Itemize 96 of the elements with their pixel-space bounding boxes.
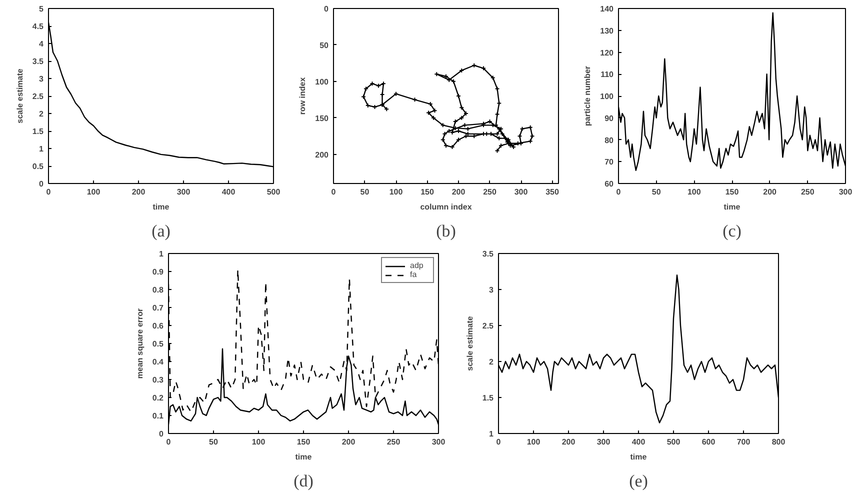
- text: (c): [722, 222, 742, 240]
- x-axis-title: time: [630, 452, 648, 462]
- y-tick-label: 3: [489, 286, 494, 294]
- x-tick-label: 300: [596, 438, 611, 446]
- y-axis-title: mean square error: [135, 308, 144, 379]
- y-tick-label: 0.2: [152, 394, 164, 402]
- y-tick-label: 200: [315, 150, 330, 160]
- x-tick-label: 100: [252, 438, 266, 446]
- y-tick-label: 0.4: [152, 358, 164, 366]
- y-tick-label: 1.5: [482, 394, 494, 402]
- x-tick-label: 150: [420, 188, 434, 196]
- y-tick-label: 140: [600, 4, 614, 14]
- y-tick-label: 1: [489, 430, 494, 438]
- y-tick-label: 0: [324, 4, 330, 14]
- x-tick-label: 0: [46, 188, 52, 196]
- y-tick-label: 100: [315, 77, 330, 86]
- x-tick-label: 0: [616, 188, 622, 196]
- x-tick-label: 100: [389, 188, 404, 196]
- y-tick-label: 4: [39, 40, 44, 48]
- x-tick-label: 50: [209, 438, 218, 446]
- y-tick-label: 150: [315, 114, 330, 123]
- x-tick-label: 200: [452, 188, 466, 196]
- y-tick-label: 3.5: [482, 250, 494, 258]
- x-axis-title: time: [724, 202, 741, 212]
- y-tick-label: 0.9: [152, 268, 164, 276]
- x-tick-label: 0: [331, 188, 336, 196]
- text: (a): [152, 222, 170, 240]
- x-tick-label: 700: [736, 438, 751, 446]
- x-tick-label: 100: [687, 188, 702, 196]
- x-tick-label: 350: [546, 188, 560, 196]
- y-tick-label: 5: [39, 4, 44, 14]
- x-tick-label: 500: [266, 188, 281, 196]
- y-tick-label: 2: [39, 110, 44, 118]
- y-axis-title: particle number: [583, 66, 592, 126]
- x-axis-title: time: [295, 452, 312, 462]
- x-tick-label: 300: [838, 188, 853, 196]
- x-tick-label: 200: [342, 438, 356, 446]
- y-tick-label: 120: [600, 48, 614, 58]
- x-tick-label: 0: [166, 438, 172, 446]
- y-axis-title: scale estimate: [465, 316, 474, 371]
- x-tick-label: 300: [176, 188, 191, 196]
- y-tick-label: 4.5: [32, 22, 44, 31]
- x-tick-label: 150: [296, 438, 311, 446]
- x-tick-label: 400: [222, 188, 236, 196]
- legend-label: adp: [410, 261, 424, 270]
- y-tick-label: 0: [159, 430, 164, 438]
- y-tick-label: 70: [604, 158, 614, 167]
- y-tick-label: 0.5: [32, 162, 44, 171]
- x-tick-label: 50: [360, 188, 370, 196]
- y-tick-label: 1: [39, 144, 44, 154]
- x-tick-label: 100: [526, 438, 541, 446]
- x-tick-label: 300: [432, 438, 446, 446]
- y-tick-label: 3: [39, 74, 44, 84]
- y-tick-label: 0: [39, 180, 44, 188]
- x-tick-label: 250: [386, 438, 401, 446]
- legend-label: fa: [410, 270, 418, 279]
- y-tick-label: 130: [600, 26, 614, 36]
- y-tick-label: 0.1: [152, 412, 164, 420]
- y-tick-label: 1.5: [32, 127, 44, 136]
- y-tick-label: 0.8: [152, 286, 164, 294]
- x-tick-label: 200: [132, 188, 146, 196]
- x-tick-label: 200: [763, 188, 778, 196]
- y-tick-label: 100: [600, 92, 614, 101]
- y-tick-label: 80: [604, 136, 614, 145]
- y-tick-label: 90: [604, 114, 614, 123]
- x-axis-title: time: [152, 202, 170, 212]
- x-tick-label: 600: [702, 438, 716, 446]
- x-tick-label: 0: [496, 438, 502, 446]
- y-tick-label: 3.5: [32, 57, 44, 66]
- y-tick-label: 60: [604, 180, 614, 188]
- y-tick-label: 2.5: [482, 322, 494, 330]
- text: (b): [436, 222, 456, 240]
- x-tick-label: 50: [652, 188, 662, 196]
- x-tick-label: 150: [725, 188, 740, 196]
- y-tick-label: 110: [600, 70, 614, 80]
- y-tick-label: 1: [159, 250, 164, 258]
- y-axis-title: row index: [298, 76, 308, 115]
- text: (e): [629, 472, 648, 490]
- y-tick-label: 0.6: [152, 322, 164, 330]
- y-tick-label: 0.3: [152, 376, 164, 384]
- y-tick-label: 0.5: [152, 340, 164, 348]
- x-tick-label: 200: [562, 438, 576, 446]
- x-tick-label: 300: [514, 188, 528, 196]
- y-tick-label: 0.7: [152, 304, 164, 312]
- x-tick-label: 250: [483, 188, 497, 196]
- x-tick-label: 800: [772, 438, 786, 446]
- y-tick-label: 2: [489, 358, 494, 366]
- y-tick-label: 50: [320, 40, 330, 50]
- text: (d): [294, 472, 314, 490]
- x-tick-label: 400: [632, 438, 646, 446]
- x-axis-title: column index: [420, 202, 472, 212]
- y-tick-label: 2.5: [32, 92, 44, 101]
- y-axis-title: scale estimate: [15, 68, 24, 124]
- x-tick-label: 500: [666, 438, 681, 446]
- x-tick-label: 100: [86, 188, 101, 196]
- x-tick-label: 250: [800, 188, 815, 196]
